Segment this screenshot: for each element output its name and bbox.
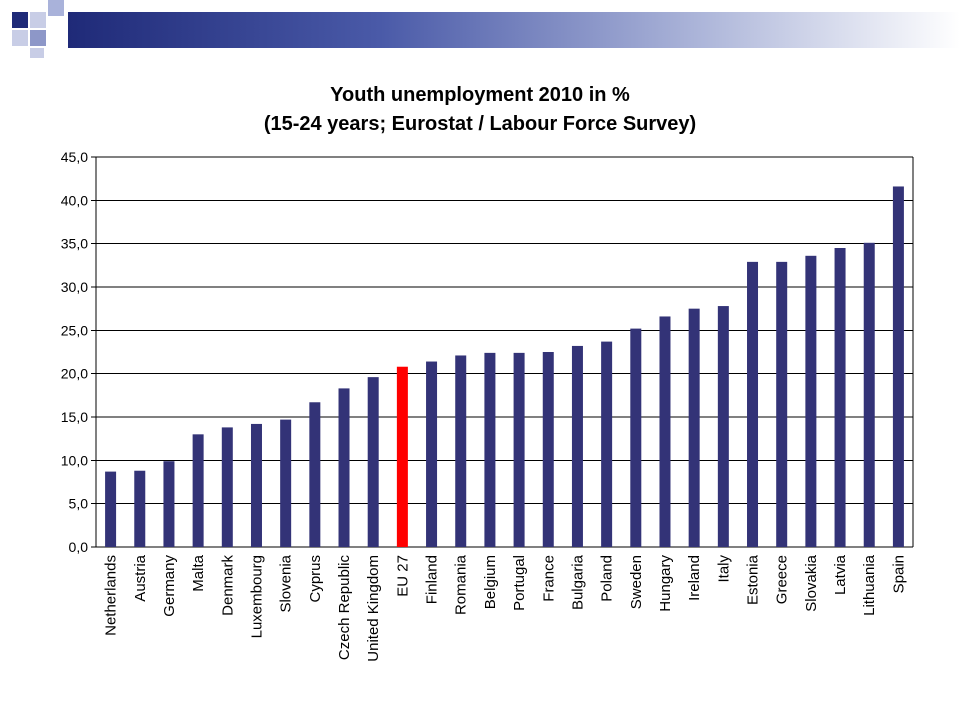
- y-axis: 0,0 5,0 10,0 15,0 20,0 25,0 30,0 35,0 40,0 45,0: [61, 149, 914, 555]
- bar: [250, 423, 262, 547]
- bar: [601, 341, 613, 547]
- bar: [513, 352, 525, 547]
- bar: [834, 248, 846, 547]
- bar: [163, 461, 175, 547]
- y-tick-label: 10,0: [61, 452, 88, 468]
- category-label: EU 27: [394, 555, 411, 597]
- category-label: Cyprus: [307, 555, 324, 603]
- header-gradient-bar: [68, 12, 960, 48]
- bar: [105, 471, 117, 547]
- logo-square-small: [30, 48, 44, 58]
- category-label: Poland: [599, 555, 616, 602]
- category-label: Greece: [774, 555, 791, 604]
- bar: [688, 308, 700, 547]
- category-label: Ireland: [686, 555, 703, 601]
- bar: [542, 352, 554, 547]
- y-tick-label: 25,0: [61, 322, 88, 338]
- category-label: Spain: [890, 555, 907, 593]
- gridlines: [96, 156, 913, 548]
- category-label: Slovenia: [278, 554, 295, 612]
- bars: [105, 186, 904, 548]
- logo-square-mid: [48, 0, 64, 16]
- category-label: Austria: [132, 554, 149, 601]
- bar: [134, 470, 146, 547]
- y-tick-label: 0,0: [69, 539, 89, 555]
- category-label: Bulgaria: [569, 554, 586, 610]
- category-label: Netherlands: [103, 555, 120, 636]
- category-label: Denmark: [219, 555, 236, 616]
- bar: [367, 377, 379, 547]
- bar: [221, 427, 233, 547]
- bar: [776, 261, 788, 547]
- bar: [484, 352, 496, 547]
- bar: [280, 419, 292, 547]
- bar: [717, 306, 729, 547]
- category-label: Luxembourg: [248, 555, 265, 638]
- logo-square-mid: [30, 30, 46, 46]
- bar: [192, 434, 204, 547]
- category-label: Lithuania: [861, 554, 878, 616]
- category-label: Romania: [453, 554, 470, 615]
- category-labels: Netherlands Austria Germany Malta Denmark Lux…: [103, 554, 908, 661]
- y-tick-label: 20,0: [61, 366, 88, 382]
- category-label: Czech Republic: [336, 555, 353, 661]
- category-label: Germany: [161, 555, 178, 617]
- bar: [338, 388, 350, 547]
- y-tick-label: 30,0: [61, 279, 88, 295]
- category-label: Malta: [190, 554, 207, 591]
- category-label: United Kingdom: [365, 555, 382, 662]
- y-tick-label: 45,0: [61, 149, 88, 165]
- category-label: Finland: [424, 555, 441, 604]
- y-tick-label: 35,0: [61, 236, 88, 252]
- chart-title-line2: (15-24 years; Eurostat / Labour Force Su…: [263, 113, 697, 135]
- bar: [659, 316, 671, 547]
- y-tick-label: 40,0: [61, 192, 88, 208]
- category-label: Italy: [715, 555, 732, 583]
- category-label: Latvia: [832, 554, 849, 595]
- logo-square-dark: [12, 12, 28, 28]
- category-label: Belgium: [482, 555, 499, 609]
- bar: [805, 255, 817, 548]
- category-label: Sweden: [628, 555, 645, 609]
- y-tick-label: 15,0: [61, 409, 88, 425]
- logo-square-light: [12, 30, 28, 46]
- category-label: Portugal: [511, 555, 528, 611]
- category-label: France: [540, 555, 557, 602]
- bar: [630, 328, 642, 547]
- bar: [396, 366, 408, 547]
- bar: [863, 242, 875, 548]
- bar: [892, 186, 904, 547]
- y-tick-label: 5,0: [69, 496, 89, 512]
- bar: [455, 355, 467, 547]
- category-label: Hungary: [657, 555, 674, 612]
- category-label: Estonia: [745, 554, 762, 605]
- bar: [426, 361, 438, 547]
- bar: [571, 345, 583, 547]
- bar: [747, 261, 759, 547]
- logo-square-light: [30, 12, 46, 28]
- bar: [309, 402, 321, 547]
- category-label: Slovakia: [803, 554, 820, 611]
- chart-title-line1: Youth unemployment 2010 in %: [330, 84, 630, 106]
